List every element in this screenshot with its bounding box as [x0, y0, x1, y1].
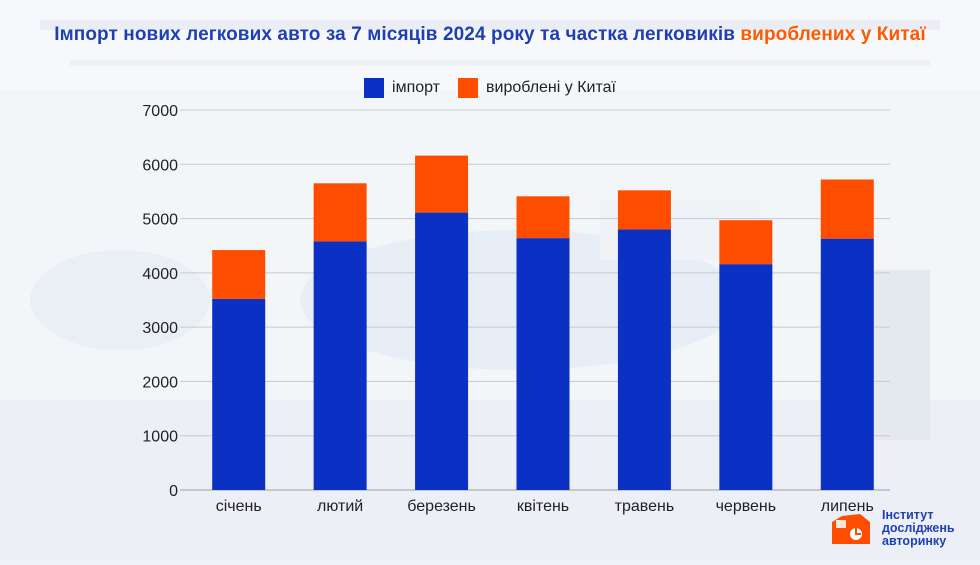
x-tick-label: травень	[615, 498, 675, 515]
y-tick-label: 2000	[142, 374, 178, 391]
chart-title: Імпорт нових легкових авто за 7 місяців …	[0, 24, 980, 46]
logo-text: Інститут досліджень авторинку	[882, 507, 955, 548]
bar-import-2	[415, 212, 469, 490]
bar-china-4	[617, 190, 671, 230]
chart-title-accent: вироблених у Китаї	[740, 24, 926, 45]
logo-line-2: досліджень	[882, 520, 955, 535]
bar-import-1	[313, 241, 367, 490]
bar-import-3	[516, 238, 570, 490]
bar-china-1	[313, 183, 367, 242]
bar-import-5	[719, 264, 773, 490]
legend-label-import: імпорт	[392, 79, 441, 96]
logo-line-1: Інститут	[882, 507, 934, 522]
x-tick-label: червень	[716, 498, 777, 515]
legend-label-china: вироблені у Китаї	[486, 79, 616, 96]
x-tick-label: березень	[407, 498, 476, 515]
legend-item-china: вироблені у Китаї	[458, 78, 616, 98]
bar-import-0	[212, 298, 266, 490]
y-tick-label: 3000	[142, 320, 178, 337]
x-tick-label: квітень	[517, 498, 569, 515]
logo-line-3: авторинку	[882, 533, 947, 548]
y-tick-label: 6000	[142, 157, 178, 174]
legend-swatch-import	[364, 78, 385, 98]
car-logo-icon	[832, 514, 870, 544]
chart-title-main: Імпорт нових легкових авто за 7 місяців …	[54, 24, 741, 45]
bar-china-2	[415, 155, 469, 213]
bar-china-0	[212, 250, 266, 299]
y-tick-label: 7000	[142, 103, 178, 120]
x-tick-label: липень	[821, 498, 874, 515]
legend-swatch-china	[458, 78, 479, 98]
y-tick-label: 1000	[142, 429, 178, 446]
y-tick-label: 5000	[142, 212, 178, 229]
x-tick-label: лютий	[317, 498, 363, 515]
x-tick-label: січень	[216, 498, 262, 515]
chart-legend: імпорт вироблені у Китаї	[0, 78, 980, 98]
bar-china-5	[719, 220, 773, 265]
y-tick-label: 4000	[142, 266, 178, 283]
bar-china-3	[516, 196, 570, 239]
bar-import-4	[617, 229, 671, 490]
bar-import-6	[820, 238, 874, 490]
institute-logo: Інститут досліджень авторинку	[830, 505, 970, 551]
bar-china-6	[820, 179, 874, 239]
legend-item-import: імпорт	[364, 78, 440, 98]
y-tick-label: 0	[169, 483, 178, 500]
